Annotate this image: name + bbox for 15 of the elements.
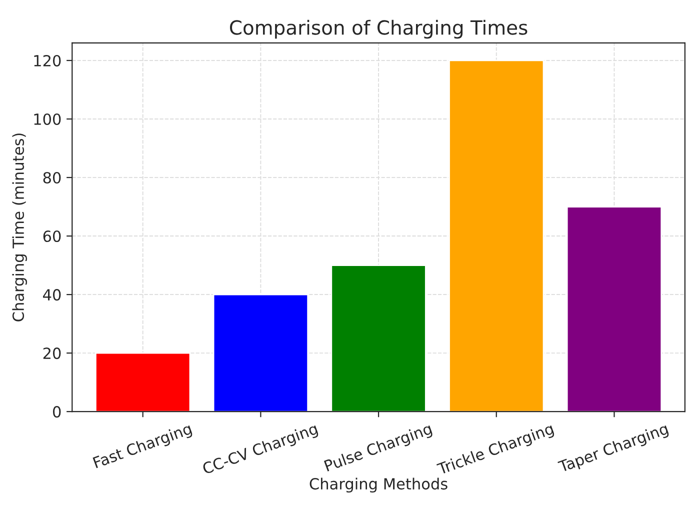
y-tick-label: 0 (53, 406, 61, 418)
x-axis-title: Charging Methods (310, 478, 448, 493)
y-tick-label: 60 (43, 230, 61, 242)
y-axis-title: Charging Time (minutes) (12, 134, 27, 322)
bar (95, 352, 191, 412)
bar (566, 206, 662, 412)
bar (330, 264, 426, 412)
y-tick-label: 40 (43, 289, 61, 301)
bar (212, 294, 309, 412)
bar (448, 60, 544, 412)
y-tick-label: 80 (43, 172, 61, 184)
y-tick-label: 100 (34, 113, 61, 126)
chart-title: Comparison of Charging Times (230, 20, 528, 39)
y-tick-label: 20 (43, 348, 61, 360)
y-tick-label: 120 (34, 54, 61, 66)
